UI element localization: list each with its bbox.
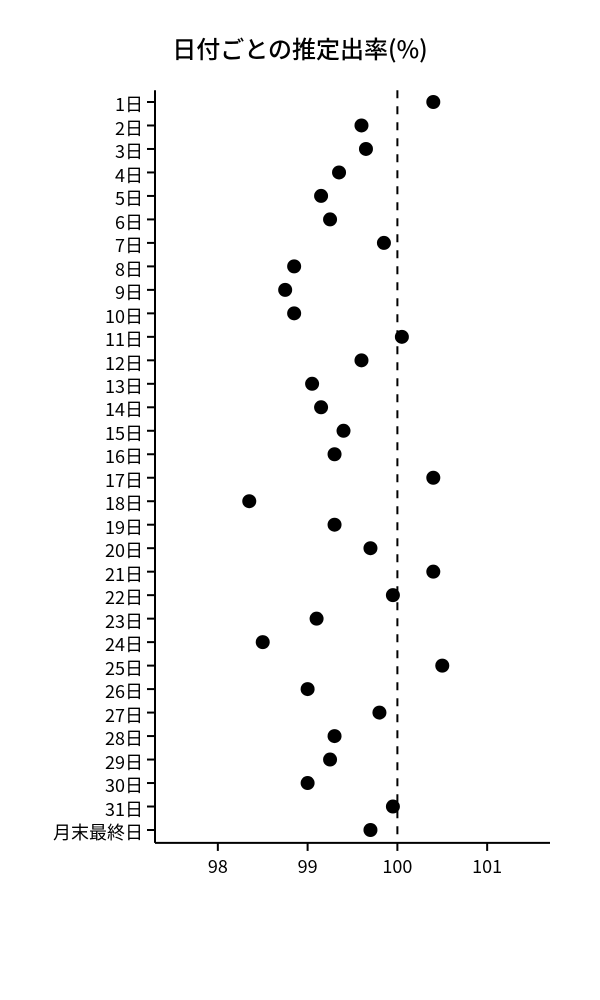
ytick-label: 24日 [105,631,143,657]
ytick-label: 23日 [105,608,143,634]
data-point [301,682,315,696]
ytick-label: 29日 [105,749,143,775]
ytick-label: 3日 [115,138,143,164]
ytick-label: 20日 [105,537,143,563]
ytick-label: 16日 [105,443,143,469]
chart-plot-area [155,90,550,860]
data-point [354,353,368,367]
data-point [386,800,400,814]
chart-title: 日付ごとの推定出率(%) [0,30,600,65]
ytick-label: 月末最終日 [53,819,143,845]
data-point [305,377,319,391]
data-point [372,706,386,720]
ytick-label: 13日 [105,373,143,399]
data-point [314,189,328,203]
data-point [301,776,315,790]
data-point [256,635,270,649]
data-point [377,236,391,250]
ytick-label: 15日 [105,420,143,446]
ytick-label: 25日 [105,655,143,681]
xtick-label: 101 [467,853,507,879]
data-point [287,259,301,273]
ytick-label: 7日 [115,232,143,258]
ytick-label: 27日 [105,702,143,728]
data-point [328,729,342,743]
ytick-label: 17日 [105,467,143,493]
ytick-label: 14日 [105,396,143,422]
ytick-label: 10日 [105,303,143,329]
data-point [332,165,346,179]
ytick-label: 19日 [105,514,143,540]
data-point [426,471,440,485]
ytick-label: 9日 [115,279,143,305]
data-point [328,518,342,532]
ytick-label: 6日 [115,209,143,235]
data-point [323,212,337,226]
data-point [359,142,373,156]
ytick-label: 21日 [105,561,143,587]
ytick-label: 30日 [105,772,143,798]
data-point [328,447,342,461]
xtick-label: 100 [377,853,417,879]
ytick-label: 1日 [115,91,143,117]
data-point [314,400,328,414]
xtick-label: 99 [288,853,328,879]
data-point [242,494,256,508]
ytick-label: 26日 [105,678,143,704]
ytick-label: 5日 [115,185,143,211]
data-point [354,118,368,132]
data-point [310,612,324,626]
data-point [287,306,301,320]
ytick-label: 2日 [115,115,143,141]
ytick-label: 8日 [115,256,143,282]
ytick-label: 12日 [105,350,143,376]
data-point [395,330,409,344]
ytick-label: 31日 [105,796,143,822]
data-point [363,823,377,837]
data-point [386,588,400,602]
data-point [435,659,449,673]
ytick-label: 11日 [105,326,143,352]
ytick-label: 18日 [105,490,143,516]
data-point [337,424,351,438]
data-point [426,565,440,579]
ytick-label: 4日 [115,162,143,188]
xtick-label: 98 [198,853,238,879]
data-point [426,95,440,109]
data-point [363,541,377,555]
ytick-label: 22日 [105,584,143,610]
data-point [323,753,337,767]
data-point [278,283,292,297]
ytick-label: 28日 [105,725,143,751]
